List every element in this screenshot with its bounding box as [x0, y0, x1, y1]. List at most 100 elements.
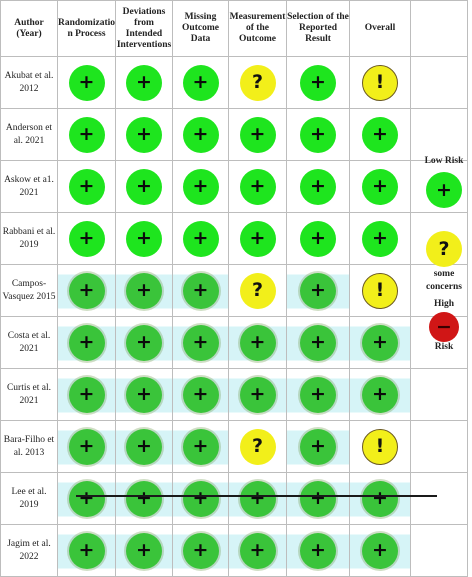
rating-cell-overall: !	[349, 56, 411, 109]
low-risk-icon: +	[126, 220, 162, 257]
study-author: Anderson et al. 2021	[0, 108, 58, 161]
rating-cell-overall: +	[349, 160, 411, 213]
rating-cell-missing-data: +	[172, 212, 229, 265]
section-divider-line	[76, 495, 437, 497]
legend: Low Risk + ? some concerns High − Risk	[416, 56, 472, 545]
low-risk-icon: +	[68, 324, 105, 361]
low-risk-icon: +	[300, 220, 336, 257]
low-risk-icon: +	[68, 116, 105, 153]
low-risk-icon: +	[126, 480, 162, 517]
low-risk-icon: +	[300, 376, 336, 413]
rating-cell-measurement: +	[228, 316, 287, 369]
header-overall: Overall	[349, 0, 411, 57]
low-risk-icon: +	[68, 220, 105, 257]
legend-column-cell	[410, 56, 468, 109]
some-concerns-overall-icon: !	[362, 272, 398, 309]
low-risk-icon: +	[68, 532, 105, 569]
low-risk-icon: +	[362, 376, 398, 413]
rating-cell-missing-data: +	[172, 368, 229, 421]
low-risk-icon: +	[362, 220, 398, 257]
header-deviations: Deviations from Intended Interventions	[115, 0, 173, 57]
low-risk-icon: +	[182, 272, 219, 309]
rating-cell-deviations: +	[115, 472, 173, 525]
header-row: Author (Year) Randomizatio n Process Dev…	[0, 0, 468, 57]
table-row: Lee et al. 2019 + + + + + +	[0, 472, 468, 525]
rating-cell-measurement: ?	[228, 264, 287, 317]
low-risk-icon: +	[68, 272, 105, 309]
low-risk-icon: +	[182, 220, 219, 257]
header-measurement: Measurement of the Outcome	[228, 0, 287, 57]
rating-cell-measurement: +	[228, 212, 287, 265]
table-row: Campos-Vasquez 2015 + + +? +!	[0, 264, 468, 317]
rating-cell-randomization: +	[57, 316, 116, 369]
low-risk-icon: +	[300, 272, 336, 309]
low-risk-icon: +	[68, 428, 105, 465]
rating-cell-selection: +	[286, 524, 350, 577]
low-risk-icon: +	[126, 168, 162, 205]
some-concerns-icon: ?	[239, 272, 276, 309]
rating-cell-overall: +	[349, 316, 411, 369]
low-risk-icon: +	[126, 324, 162, 361]
study-author: Akubat et al. 2012	[0, 56, 58, 109]
table-row: Akubat et al. 2012 + + +? +!	[0, 56, 468, 109]
rating-cell-selection: +	[286, 472, 350, 525]
table-row: Curtis et al. 2021 + + + + + +	[0, 368, 468, 421]
rating-cell-missing-data: +	[172, 56, 229, 109]
low-risk-icon: +	[300, 480, 336, 517]
rating-cell-measurement: ?	[228, 56, 287, 109]
rating-cell-deviations: +	[115, 316, 173, 369]
low-risk-icon: +	[126, 532, 162, 569]
study-author: Campos-Vasquez 2015	[0, 264, 58, 317]
legend-low-label: Low Risk	[424, 156, 464, 166]
rating-cell-overall: +	[349, 212, 411, 265]
rating-cell-missing-data: +	[172, 264, 229, 317]
legend-high-label-top: High	[433, 299, 455, 309]
some-concerns-icon: ?	[239, 428, 276, 465]
legend-column-cell	[410, 368, 468, 421]
low-risk-icon: +	[126, 376, 162, 413]
low-risk-icon: +	[182, 116, 219, 153]
rating-cell-deviations: +	[115, 264, 173, 317]
rating-cell-randomization: +	[57, 524, 116, 577]
low-risk-icon: +	[182, 64, 219, 101]
low-risk-icon: +	[68, 376, 105, 413]
low-risk-icon: +	[126, 272, 162, 309]
legend-column-cell	[410, 472, 468, 525]
rating-cell-selection: +	[286, 212, 350, 265]
rating-cell-measurement: +	[228, 108, 287, 161]
some-concerns-overall-icon: !	[362, 64, 398, 101]
table-row: Rabbani et al. 2019 + + + + + +	[0, 212, 468, 265]
table-row: Anderson et al. 2021 + + + + + +	[0, 108, 468, 161]
rating-cell-measurement: +	[228, 160, 287, 213]
legend-high-label-bottom: Risk	[434, 342, 454, 352]
rating-cell-randomization: +	[57, 108, 116, 161]
low-risk-icon: +	[362, 324, 398, 361]
rating-cell-selection: +	[286, 368, 350, 421]
rating-cell-randomization: +	[57, 420, 116, 473]
low-risk-icon: +	[239, 220, 276, 257]
table-row: Costa et al. 2021 + + + + + +	[0, 316, 468, 369]
rating-cell-randomization: +	[57, 472, 116, 525]
legend-column-cell	[410, 264, 468, 317]
low-risk-icon: +	[182, 168, 219, 205]
low-risk-icon: +	[362, 168, 398, 205]
low-risk-icon: +	[239, 168, 276, 205]
table-body: Akubat et al. 2012 + + +? +! Anderson et al. …	[0, 56, 468, 577]
rating-cell-overall: +	[349, 108, 411, 161]
some-concerns-icon: ?	[239, 64, 276, 101]
rating-cell-selection: +	[286, 160, 350, 213]
low-risk-icon: +	[239, 116, 276, 153]
rating-cell-selection: +	[286, 108, 350, 161]
rating-cell-overall: +	[349, 368, 411, 421]
rating-cell-deviations: +	[115, 368, 173, 421]
study-author: Jagim et al. 2022	[0, 524, 58, 577]
study-author: Bara-Filho et al. 2013	[0, 420, 58, 473]
low-risk-icon: +	[182, 376, 219, 413]
rating-cell-randomization: +	[57, 160, 116, 213]
low-risk-icon: +	[68, 64, 105, 101]
rating-cell-randomization: +	[57, 212, 116, 265]
rating-cell-deviations: +	[115, 160, 173, 213]
low-risk-icon: +	[182, 428, 219, 465]
low-risk-icon: +	[362, 532, 398, 569]
rating-cell-overall: +	[349, 524, 411, 577]
